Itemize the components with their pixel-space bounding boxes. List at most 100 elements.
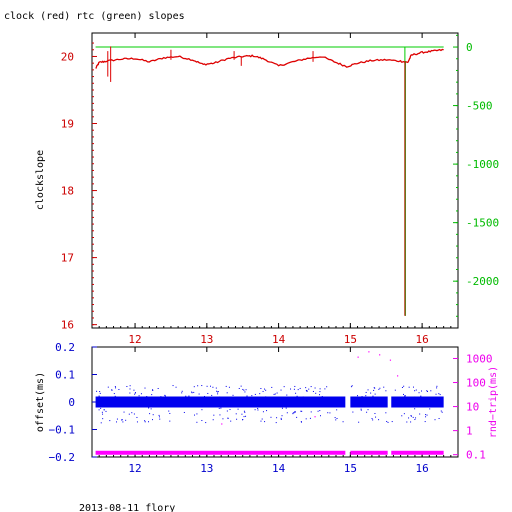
offset-point — [374, 413, 376, 415]
bottom-right-y-tick-label: 1000 — [466, 352, 493, 365]
bottom-x-tick-label: 16 — [415, 462, 428, 475]
top-x-tick-label: 13 — [200, 333, 213, 346]
offset-point — [129, 388, 131, 390]
offset-point — [290, 388, 292, 390]
offset-point — [324, 388, 326, 390]
offset-point — [121, 419, 123, 421]
offset-point — [98, 409, 100, 411]
offset-point — [373, 387, 375, 389]
offset-point — [151, 394, 153, 396]
offset-point — [152, 419, 154, 421]
offset-point — [169, 412, 171, 414]
offset-point — [297, 389, 299, 391]
offset-point — [329, 412, 331, 414]
offset-point — [219, 414, 221, 416]
offset-point — [111, 389, 113, 391]
bottom-x-tick-label: 14 — [272, 462, 286, 475]
offset-point — [107, 386, 109, 388]
bottom-x-tick-label: 13 — [200, 462, 213, 475]
offset-point — [281, 415, 283, 417]
offset-point — [403, 413, 405, 415]
offset-point — [196, 421, 198, 423]
offset-point — [169, 420, 171, 422]
offset-point — [232, 394, 234, 396]
offset-point — [375, 416, 377, 418]
offset-point — [350, 386, 352, 388]
offset-point — [211, 394, 213, 396]
offset-point — [264, 421, 266, 423]
offset-point — [360, 408, 362, 410]
offset-point — [426, 391, 428, 393]
offset-point — [436, 385, 438, 387]
offset-point — [133, 389, 135, 391]
offset-point — [271, 386, 273, 388]
offset-point — [149, 413, 151, 415]
offset-point — [435, 393, 437, 395]
offset-point — [168, 410, 170, 412]
offset-point — [136, 416, 138, 418]
offset-point — [280, 389, 282, 391]
offset-point — [379, 387, 381, 389]
offset-point — [275, 422, 277, 424]
offset-point — [296, 416, 298, 418]
offset-point — [281, 407, 283, 409]
offset-point — [181, 392, 183, 394]
offset-point — [235, 413, 237, 415]
offset-point — [198, 393, 200, 395]
offset-point — [357, 395, 359, 397]
offset-point — [366, 411, 368, 413]
offset-band — [350, 396, 388, 408]
offset-point — [243, 416, 245, 418]
offset-point — [191, 392, 193, 394]
offset-point — [228, 386, 230, 388]
top-left-y-tick-label: 20 — [61, 50, 74, 63]
offset-point — [260, 420, 262, 422]
offset-point — [295, 392, 297, 394]
offset-point — [436, 387, 438, 389]
offset-band — [95, 396, 346, 408]
offset-point — [327, 412, 329, 414]
top-right-y-tick-label: -500 — [466, 100, 493, 113]
offset-point — [408, 417, 410, 419]
offset-point — [133, 413, 135, 415]
offset-point — [260, 388, 262, 390]
offset-point — [370, 392, 372, 394]
offset-point — [294, 410, 296, 412]
chart-title: clock (red) rtc (green) slopes — [4, 11, 185, 22]
bottom-left-y-tick-label: −0.2 — [49, 451, 76, 464]
offset-point — [136, 421, 138, 423]
offset-point — [263, 388, 265, 390]
offset-point — [245, 415, 247, 417]
offset-point — [131, 412, 133, 414]
offset-point — [403, 385, 405, 387]
offset-point — [319, 415, 321, 417]
offset-point — [438, 417, 440, 419]
offset-point — [301, 410, 303, 412]
top-x-tick-label: 12 — [128, 333, 141, 346]
offset-point — [144, 387, 146, 389]
offset-point — [415, 417, 417, 419]
offset-point — [229, 409, 231, 411]
offset-point — [372, 395, 374, 397]
offset-point — [121, 419, 123, 421]
offset-point — [219, 396, 221, 398]
offset-point — [310, 411, 312, 413]
offset-point — [305, 387, 307, 389]
offset-point — [236, 418, 238, 420]
top-axis-labels: 12 13 14 15 16 20 19 18 17 16 0 -500 -1000 -1500 -2000 — [61, 41, 499, 346]
bottom-left-axis-label: offset(ms) — [35, 372, 46, 432]
offset-point — [160, 396, 162, 398]
offset-point — [152, 389, 154, 391]
offset-point — [426, 390, 428, 392]
offset-point — [274, 393, 276, 395]
top-y-axis-label: clockslope — [35, 150, 46, 210]
offset-point — [217, 391, 219, 393]
offset-point — [286, 412, 288, 414]
offset-point — [217, 391, 219, 393]
offset-point — [358, 421, 360, 423]
offset-point — [217, 393, 219, 395]
offset-point — [158, 416, 160, 418]
offset-point — [386, 420, 388, 422]
offset-point — [226, 410, 228, 412]
offset-point — [148, 407, 150, 409]
